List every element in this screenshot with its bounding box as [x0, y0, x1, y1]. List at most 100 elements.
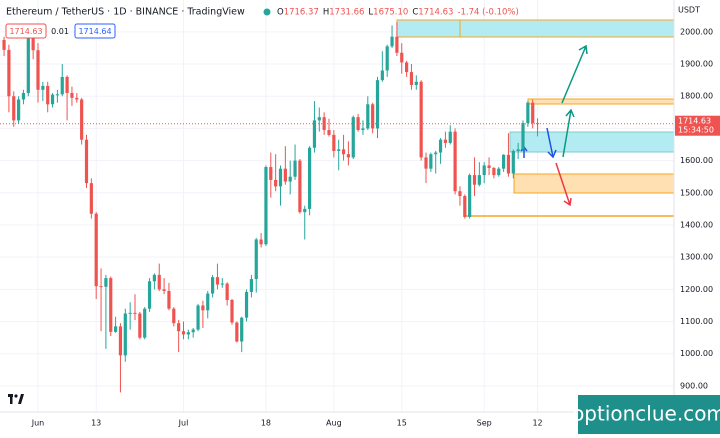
- candle-body: [162, 289, 166, 291]
- candle-body: [448, 131, 452, 143]
- candles: [0, 22, 674, 393]
- readout-label: H: [323, 8, 329, 18]
- candle-body: [36, 50, 40, 90]
- candle-body: [172, 308, 176, 324]
- y-tick-label: 900.00: [680, 381, 708, 390]
- candle-body: [70, 93, 74, 98]
- zone: [396, 19, 675, 38]
- price-badge: [675, 115, 720, 136]
- candle-body: [114, 326, 118, 332]
- candle-body: [312, 120, 317, 148]
- candle-body: [511, 150, 515, 174]
- candle-body: [7, 49, 11, 97]
- candle-body: [186, 332, 190, 335]
- readout-label: C: [412, 8, 418, 18]
- candle-body: [133, 312, 137, 314]
- annotations: [396, 19, 675, 217]
- x-tick-label: Aug: [326, 419, 342, 428]
- status-dot: [263, 8, 271, 16]
- candle-body: [50, 94, 55, 105]
- countdown: 15:34:50: [678, 126, 714, 135]
- y-tick-label: 1500.00: [680, 188, 713, 197]
- x-tick-label: 18: [261, 419, 271, 428]
- candle-body: [259, 239, 263, 245]
- watermark-bg: [578, 395, 720, 434]
- candle-body: [487, 165, 491, 169]
- candle-body: [235, 322, 239, 342]
- y-tick-label: 2000.00: [680, 27, 713, 36]
- candle-body: [361, 128, 365, 131]
- candle-body: [26, 33, 30, 94]
- candle-body: [366, 104, 370, 129]
- candle-body: [278, 168, 283, 187]
- candle-body: [443, 139, 447, 143]
- candle-body: [109, 278, 113, 332]
- candle-body: [118, 326, 123, 356]
- candle-body: [337, 149, 341, 151]
- candle-body: [308, 147, 312, 209]
- candle-body: [12, 96, 16, 121]
- candle-body: [506, 154, 511, 174]
- candle-body: [395, 36, 399, 53]
- arrow: [561, 44, 588, 104]
- candle-body: [181, 331, 186, 335]
- candle-body: [477, 175, 481, 185]
- y-tick-label: 1100.00: [680, 317, 713, 326]
- candle-body: [177, 323, 181, 332]
- candle-body: [409, 72, 414, 85]
- candle-body: [405, 62, 409, 73]
- candle-body: [434, 152, 438, 155]
- candle-body: [375, 80, 380, 129]
- candle-body: [46, 85, 50, 105]
- readout-value: 1675.10: [373, 8, 408, 18]
- spread: 0.01: [51, 27, 69, 36]
- candle-body: [293, 160, 297, 177]
- sell-price: 1714.63: [9, 27, 42, 36]
- candle-body: [356, 117, 360, 131]
- x-tick-label: Jun: [31, 419, 45, 428]
- buy-box: [74, 23, 116, 39]
- x-tick-label: Sep: [477, 419, 492, 428]
- price-badge-value: 1714.63: [678, 117, 711, 126]
- arrow: [555, 162, 572, 207]
- candle-body: [269, 167, 273, 180]
- candle-body: [463, 196, 467, 217]
- candle-body: [385, 46, 389, 71]
- axis-unit: USDT: [678, 6, 700, 15]
- candle-body: [123, 313, 127, 356]
- candle-body: [516, 149, 520, 151]
- x-tick-label: 12: [532, 419, 542, 428]
- chart-title: Ethereum / TetherUS · 1D · BINANCE · Tra…: [6, 7, 245, 18]
- zone: [527, 98, 675, 105]
- y-tick-label: 1900.00: [680, 60, 713, 69]
- readout-label: O: [277, 8, 284, 18]
- candle-body: [526, 102, 530, 123]
- candle-body: [283, 168, 287, 182]
- readout-value: 1714.63: [418, 8, 453, 18]
- candle-body: [317, 117, 321, 121]
- candle-body: [390, 36, 394, 47]
- candle-body: [157, 274, 161, 290]
- candle-body: [254, 239, 258, 280]
- arrow: [562, 108, 575, 158]
- candle-body: [453, 131, 457, 192]
- candle-body: [206, 293, 210, 311]
- tv-logo: [8, 394, 24, 404]
- candle-body: [472, 175, 477, 185]
- y-tick-label: 1400.00: [680, 220, 713, 229]
- watermark: optionclue.com: [572, 402, 720, 426]
- candle-body: [65, 76, 69, 94]
- candle-body: [468, 175, 472, 217]
- candle-body: [128, 312, 132, 314]
- candle-body: [41, 85, 45, 90]
- candle-body: [104, 278, 108, 287]
- candle-body: [502, 154, 506, 169]
- candle-body: [230, 299, 234, 323]
- candle-body: [346, 154, 350, 158]
- y-tick-label: 1600.00: [680, 156, 713, 165]
- candle-body: [244, 291, 249, 318]
- x-tick-label: Jul: [178, 419, 189, 428]
- candle-body: [438, 139, 443, 153]
- candle-body: [531, 102, 535, 124]
